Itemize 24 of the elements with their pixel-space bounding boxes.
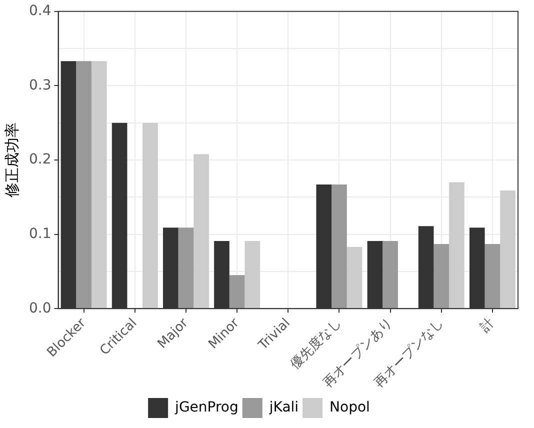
y-tick-label: 0.4 bbox=[29, 3, 52, 20]
bar bbox=[244, 241, 260, 308]
y-tick-label: 0.2 bbox=[29, 152, 52, 168]
y-tick-label: 0.0 bbox=[29, 300, 52, 316]
bar bbox=[449, 182, 464, 308]
bar bbox=[178, 228, 194, 308]
bar bbox=[142, 122, 158, 308]
bar bbox=[229, 275, 245, 308]
bar bbox=[484, 244, 500, 308]
legend-label: Nopol bbox=[330, 400, 370, 416]
bar bbox=[332, 184, 347, 308]
x-tick-label: 計 bbox=[478, 316, 498, 336]
bar bbox=[434, 244, 450, 308]
bar bbox=[91, 61, 107, 308]
y-axis-title: 修正成功率 bbox=[2, 122, 21, 198]
bar bbox=[76, 61, 92, 308]
bar bbox=[500, 190, 516, 308]
legend-label: jGenProg bbox=[174, 400, 238, 416]
bar bbox=[194, 154, 209, 308]
bar bbox=[382, 241, 398, 308]
y-tick-label: 0.3 bbox=[29, 77, 52, 94]
y-tick-label: 0.1 bbox=[29, 226, 52, 242]
bar bbox=[346, 246, 362, 308]
legend-label: jKali bbox=[268, 400, 299, 416]
